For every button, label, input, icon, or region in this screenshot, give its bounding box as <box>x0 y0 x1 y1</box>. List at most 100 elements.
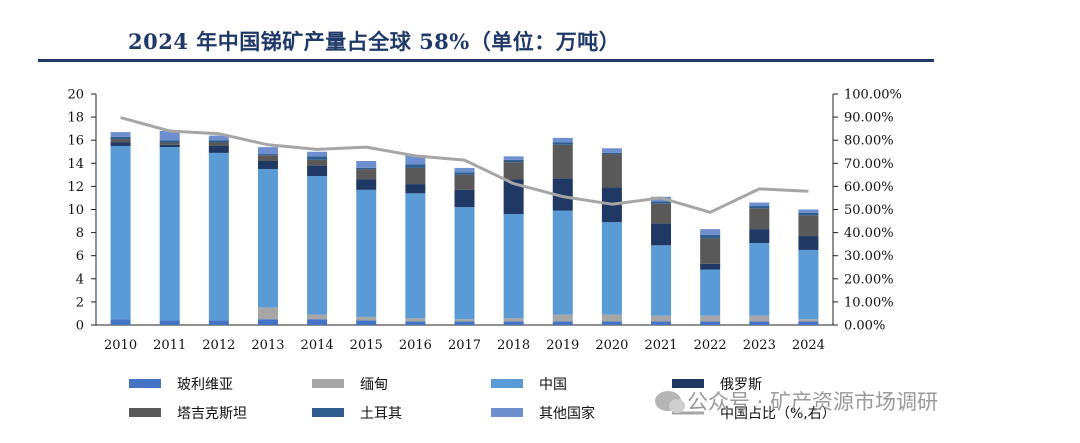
watermark: 公众号 · 矿产资源市场调研 <box>655 383 938 419</box>
bar-segment <box>307 314 328 320</box>
bar-segment <box>749 242 770 316</box>
bar-segment <box>798 236 819 250</box>
bar-segment <box>700 229 721 235</box>
bar-segment <box>749 202 770 207</box>
legend-swatch <box>312 408 344 417</box>
legend-label: 中国占比（%,右） <box>720 406 836 422</box>
y-right-tick-label: 30.00% <box>844 249 894 264</box>
y-right-tick-label: 80.00% <box>844 134 894 149</box>
bar-segment <box>208 145 229 153</box>
bar-segment <box>110 136 131 140</box>
bar-segment <box>257 307 278 320</box>
y-right-tick-label: 70.00% <box>844 157 894 172</box>
bar-segment <box>356 316 377 321</box>
bar-segment <box>503 318 524 322</box>
bar-segment <box>257 319 278 325</box>
y-right-tick-label: 90.00% <box>844 111 894 126</box>
bar-segment <box>208 320 229 325</box>
bar-segment <box>257 155 278 161</box>
y-right-tick-label: 10.00% <box>844 295 894 310</box>
bar-segment <box>405 184 426 194</box>
bar-segment <box>159 140 180 143</box>
bar-segment <box>503 162 524 180</box>
bar-segment <box>700 234 721 239</box>
y-right-tick-label: 20.00% <box>844 272 894 287</box>
share-line <box>120 116 809 214</box>
bar-segment <box>208 140 229 143</box>
legend-swatch <box>312 379 344 388</box>
bar-segment <box>503 159 524 163</box>
bar-segment <box>552 178 573 211</box>
legend-label: 中国 <box>539 377 567 393</box>
bar-segment <box>454 319 475 322</box>
bar-segment <box>159 320 180 325</box>
y-left-tick-label: 14 <box>67 157 84 172</box>
y-left-tick-label: 12 <box>67 180 84 195</box>
wechat-icon <box>655 391 685 413</box>
bar-segment <box>454 189 475 208</box>
bar-segment <box>405 318 426 322</box>
y-left-tick-label: 0 <box>76 319 84 334</box>
y-right-tick-label: 60.00% <box>844 180 894 195</box>
bar-segment <box>356 167 377 170</box>
legend-swatch <box>491 408 523 417</box>
bar-segment <box>110 132 131 137</box>
bar-segment <box>405 193 426 319</box>
legend-swatch <box>129 408 161 417</box>
bar-segment <box>651 245 672 316</box>
x-tick-label: 2015 <box>350 338 383 353</box>
x-tick-label: 2022 <box>694 338 727 353</box>
legend-label: 塔吉克斯坦 <box>177 406 247 422</box>
bar-segment <box>405 164 426 168</box>
legend-swatch <box>672 379 704 388</box>
bar-segment <box>208 135 229 141</box>
bar-segment <box>257 160 278 170</box>
bar-segment <box>601 222 622 315</box>
bar-segment <box>552 142 573 145</box>
bar-segment <box>601 154 622 188</box>
legend-swatch <box>491 379 523 388</box>
bar-segment <box>110 145 131 320</box>
x-tick-label: 2011 <box>153 338 186 353</box>
bar-segment <box>651 223 672 246</box>
bar-segment <box>552 210 573 315</box>
bar-segment <box>454 167 475 173</box>
bar-segment <box>159 144 180 148</box>
bar-segment <box>749 315 770 322</box>
y-right-tick-label: 50.00% <box>844 203 894 218</box>
x-tick-label: 2012 <box>202 338 235 353</box>
bar-segment <box>700 321 721 325</box>
bar-segment <box>454 174 475 190</box>
title-area: 2024 年中国锑矿产量占全球 58%（单位：万吨） <box>0 0 1080 62</box>
bar-segment <box>307 159 328 166</box>
x-tick-label: 2010 <box>104 338 137 353</box>
bar-segment <box>356 189 377 317</box>
bar-segment <box>503 214 524 319</box>
bar-segment <box>798 249 819 320</box>
y-left-tick-label: 18 <box>67 111 84 126</box>
chart-axes: 0 2 4 6 8 10 12 14 16 18 20 0.00% 10.00% 20.00% 30.00%… <box>67 88 901 354</box>
bar-segment <box>552 314 573 322</box>
bar-segment <box>356 179 377 190</box>
bar-segment <box>700 238 721 264</box>
y-left-tick-label: 20 <box>67 88 84 103</box>
bar-segment <box>749 321 770 325</box>
y-right-tick-label: 100.00% <box>844 88 902 103</box>
bar-segment <box>552 144 573 179</box>
x-tick-label: 2020 <box>595 338 628 353</box>
title-underline <box>38 59 934 62</box>
bar-segment <box>651 315 672 322</box>
bar-segment <box>700 269 721 316</box>
chart-title: 2024 年中国锑矿产量占全球 58%（单位：万吨） <box>128 29 621 54</box>
bar-segment <box>110 139 131 143</box>
y-left-tick-label: 16 <box>67 134 84 149</box>
y-right-tick-label: 0.00% <box>844 319 885 334</box>
y-left-tick-label: 4 <box>76 272 84 287</box>
bar-segment <box>208 142 229 146</box>
bar-segment <box>405 321 426 325</box>
x-tick-label: 2018 <box>497 338 530 353</box>
chart-line <box>120 116 809 214</box>
bar-segment <box>601 148 622 153</box>
legend-label: 其他国家 <box>539 405 595 422</box>
